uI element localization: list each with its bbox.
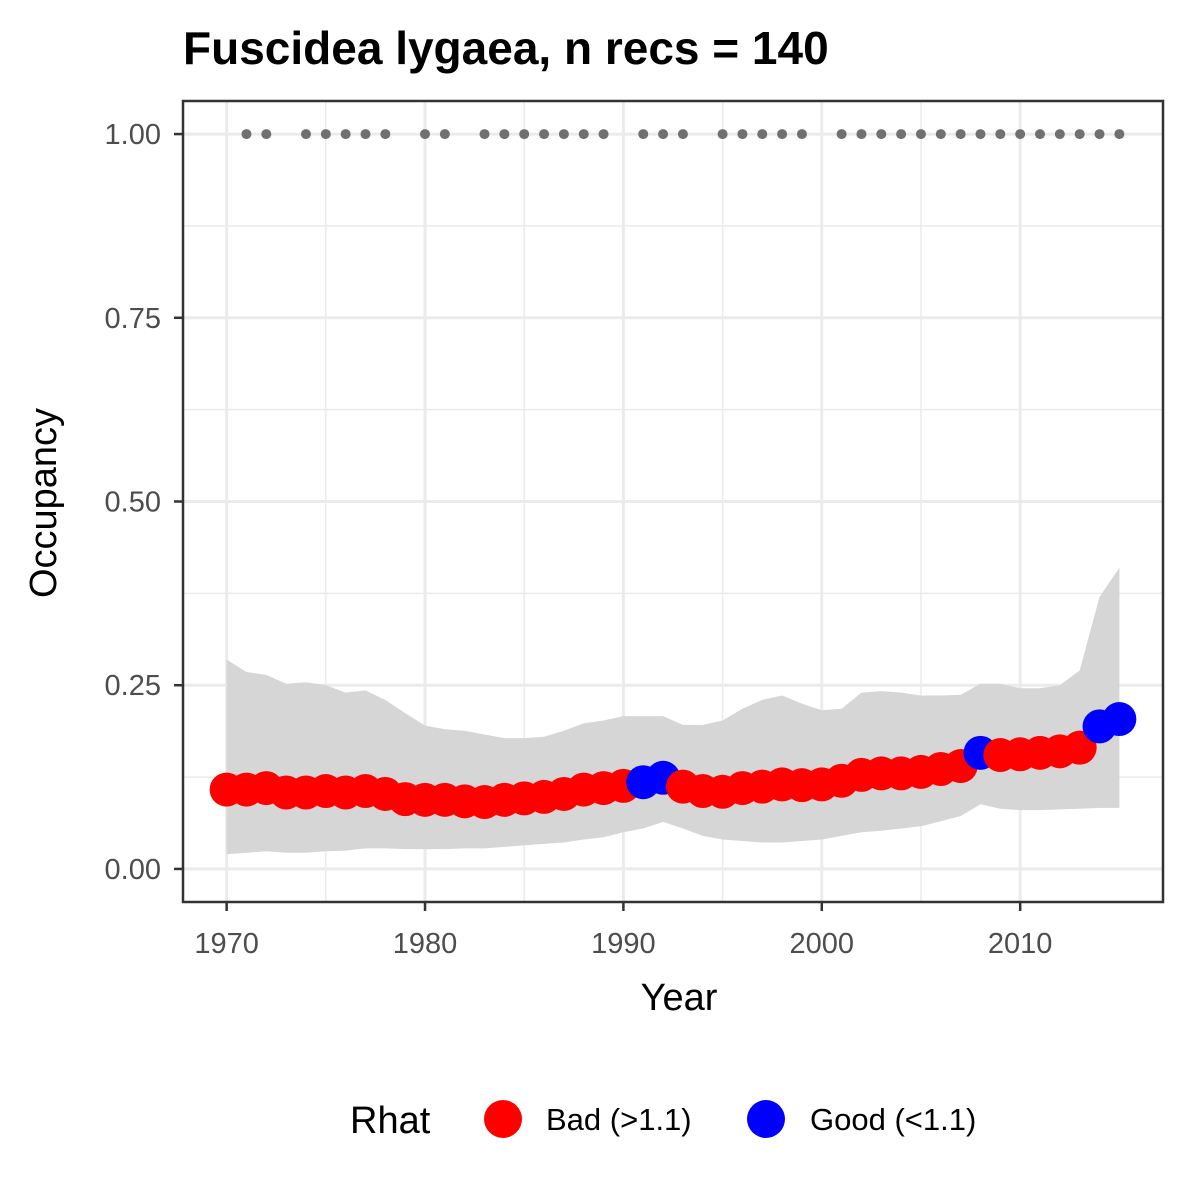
record-point (896, 129, 906, 139)
chart-title: Fuscidea lygaea, n recs = 140 (183, 22, 829, 74)
record-point (1114, 129, 1124, 139)
legend-key-good (747, 1100, 785, 1138)
record-point (1055, 129, 1065, 139)
legend: Rhat Bad (>1.1) Good (<1.1) (350, 1100, 976, 1142)
x-tick-label: 2000 (790, 928, 855, 960)
record-point (480, 129, 490, 139)
occupancy-point (1102, 702, 1136, 736)
legend-label-good: Good (<1.1) (810, 1102, 976, 1137)
record-point (856, 129, 866, 139)
record-point (956, 129, 966, 139)
record-point (975, 129, 985, 139)
record-point (876, 129, 886, 139)
y-axis-title: Occupancy (23, 408, 65, 598)
record-point (995, 129, 1005, 139)
record-point (837, 129, 847, 139)
record-point (241, 129, 251, 139)
record-point (737, 129, 747, 139)
record-point (539, 129, 549, 139)
record-point (757, 129, 767, 139)
x-tick-label: 1970 (194, 928, 259, 960)
record-point (678, 129, 688, 139)
x-axis-title: Year (641, 977, 718, 1019)
record-point (1015, 129, 1025, 139)
record-point (916, 129, 926, 139)
x-tick-label: 1980 (393, 928, 458, 960)
record-point (559, 129, 569, 139)
record-point (1075, 129, 1085, 139)
record-point (321, 129, 331, 139)
record-point (519, 129, 529, 139)
record-point (380, 129, 390, 139)
legend-title: Rhat (350, 1100, 431, 1142)
legend-key-bad (484, 1100, 522, 1138)
y-tick-label: 0.25 (105, 670, 161, 702)
record-point (1035, 129, 1045, 139)
y-tick-label: 0.00 (105, 854, 161, 886)
record-point (777, 129, 787, 139)
record-point (420, 129, 430, 139)
legend-label-bad: Bad (>1.1) (546, 1102, 692, 1137)
x-tick-label: 1990 (591, 928, 656, 960)
y-tick-label: 0.50 (105, 487, 161, 519)
record-point (1095, 129, 1105, 139)
record-point (341, 129, 351, 139)
y-tick-label: 0.75 (105, 303, 161, 335)
record-point (658, 129, 668, 139)
record-point (599, 129, 609, 139)
y-tick-label: 1.00 (105, 119, 161, 151)
record-point (579, 129, 589, 139)
record-point (499, 129, 509, 139)
record-point (301, 129, 311, 139)
record-point (440, 129, 450, 139)
record-point (718, 129, 728, 139)
record-point (936, 129, 946, 139)
x-tick-label: 2010 (988, 928, 1053, 960)
record-point (638, 129, 648, 139)
plot-area: 1970 1980 1990 2000 2010 0.00 0.25 0.50 0.75 1.00 (105, 101, 1163, 960)
record-point (361, 129, 371, 139)
record-point (797, 129, 807, 139)
record-point (261, 129, 271, 139)
